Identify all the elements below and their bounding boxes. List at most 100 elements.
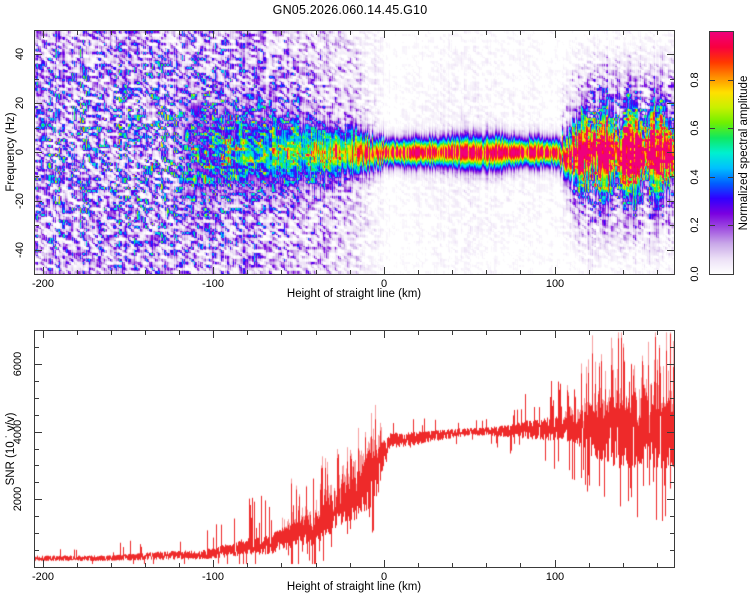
axis-tick [384, 560, 385, 568]
axis-tick [670, 465, 675, 466]
tick-label: -200 [31, 278, 55, 290]
axis-tick [452, 330, 453, 335]
axis-tick [670, 30, 675, 31]
axis-tick [670, 550, 675, 551]
axis-tick [728, 177, 734, 178]
axis-tick [34, 79, 39, 80]
axis-tick [486, 270, 487, 275]
axis-tick [281, 30, 282, 35]
axis-tick [281, 563, 282, 568]
axis-tick [77, 30, 78, 35]
figure-title: GN05.2026.060.14.45.G10 [272, 3, 428, 17]
axis-tick [728, 274, 734, 275]
axis-tick [316, 30, 317, 35]
axis-tick [623, 563, 624, 568]
snr-panel [34, 330, 675, 568]
tick-label: 0.6 [689, 120, 701, 136]
axis-tick [179, 30, 180, 35]
axis-tick [670, 449, 675, 450]
axis-tick [34, 30, 39, 31]
axis-tick [34, 274, 39, 275]
axis-tick [520, 270, 521, 275]
tick-label: -100 [201, 571, 225, 583]
axis-tick [316, 563, 317, 568]
tick-label: 100 [545, 571, 565, 583]
axis-tick [213, 30, 214, 38]
snr-y-axis-title: SNR (10 ˙ v/v) [5, 412, 17, 486]
axis-tick [34, 415, 39, 416]
axis-tick [486, 30, 487, 35]
axis-tick [213, 330, 214, 338]
axis-tick [145, 270, 146, 275]
axis-tick [34, 465, 39, 466]
axis-tick [34, 432, 42, 433]
axis-tick [34, 364, 42, 365]
axis-tick [728, 225, 734, 226]
axis-tick [281, 270, 282, 275]
axis-tick [667, 364, 675, 365]
spectrogram-y-axis-title: Frequency (Hz) [5, 112, 17, 192]
axis-tick [667, 432, 675, 433]
axis-tick [670, 415, 675, 416]
axis-tick [247, 30, 248, 35]
colorbar-gradient [710, 32, 733, 274]
axis-tick [34, 103, 42, 104]
axis-tick [418, 30, 419, 35]
spectrogram-panel [34, 30, 675, 275]
axis-tick [555, 30, 556, 38]
axis-tick [384, 267, 385, 275]
tick-label: 0.8 [689, 72, 701, 88]
axis-tick [670, 533, 675, 534]
axis-tick [179, 563, 180, 568]
axis-tick [667, 250, 675, 251]
axis-tick [520, 30, 521, 35]
axis-tick [34, 201, 42, 202]
axis-tick [384, 330, 385, 338]
axis-tick [34, 550, 39, 551]
tick-label: 0.0 [689, 266, 701, 282]
tick-label: -100 [201, 278, 225, 290]
axis-tick [350, 330, 351, 335]
axis-tick [670, 79, 675, 80]
axis-tick [452, 270, 453, 275]
axis-tick [670, 482, 675, 483]
axis-tick [670, 176, 675, 177]
axis-tick [452, 563, 453, 568]
axis-tick [709, 128, 715, 129]
axis-tick [316, 330, 317, 335]
axis-tick [623, 30, 624, 35]
axis-tick [145, 563, 146, 568]
axis-tick [34, 250, 42, 251]
axis-tick [589, 270, 590, 275]
axis-tick [34, 225, 39, 226]
colorbar-title: Normalized spectral amplitude [738, 75, 750, 231]
axis-tick [670, 567, 675, 568]
axis-tick [623, 270, 624, 275]
axis-tick [34, 398, 39, 399]
axis-tick [77, 270, 78, 275]
axis-tick [667, 499, 675, 500]
axis-tick [34, 516, 39, 517]
axis-tick [34, 381, 39, 382]
spectrogram-canvas [35, 31, 674, 274]
axis-tick [43, 30, 44, 38]
axis-tick [728, 128, 734, 129]
axis-tick [34, 54, 42, 55]
tick-label: 40 [14, 47, 26, 61]
axis-tick [486, 330, 487, 335]
axis-tick [247, 270, 248, 275]
axis-tick [179, 270, 180, 275]
axis-tick [520, 563, 521, 568]
tick-label: 100 [545, 278, 565, 290]
axis-tick [111, 330, 112, 335]
axis-tick [77, 563, 78, 568]
axis-tick [452, 30, 453, 35]
axis-tick [34, 330, 39, 331]
axis-tick [589, 563, 590, 568]
axis-tick [384, 30, 385, 38]
axis-tick [667, 103, 675, 104]
axis-tick [350, 270, 351, 275]
tick-label: -20 [14, 193, 26, 209]
axis-tick [34, 152, 42, 153]
